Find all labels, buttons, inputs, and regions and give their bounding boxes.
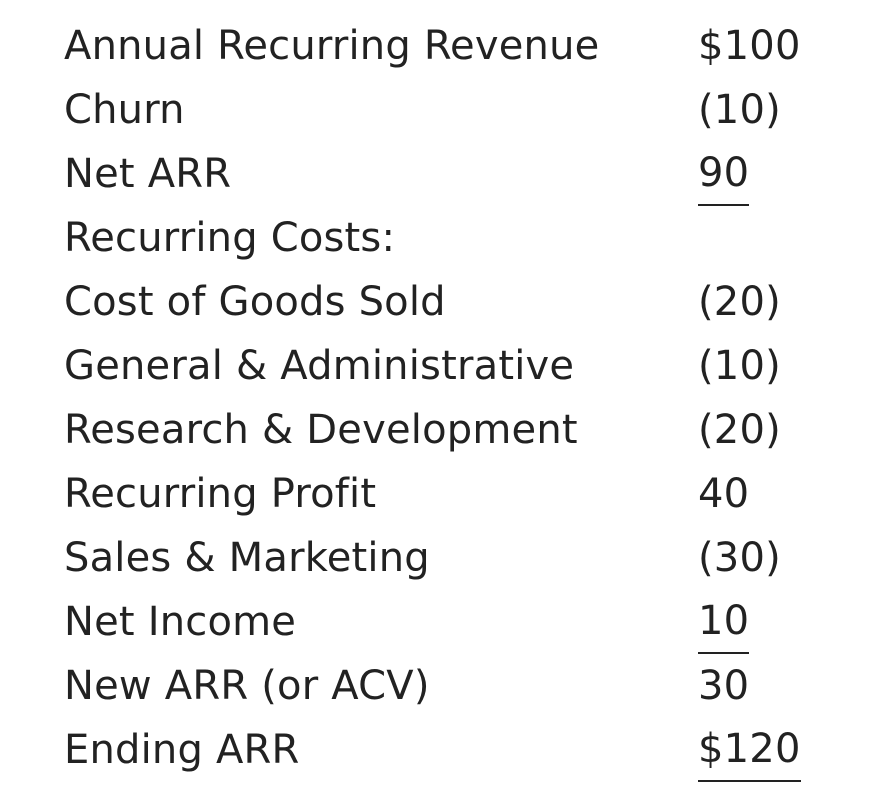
row-label: Churn [64,87,185,133]
row-cost-of-goods-sold: Cost of Goods Sold (20) [64,270,824,334]
row-label: General & Administrative [64,343,575,389]
row-new-arr: New ARR (or ACV) 30 [64,654,824,718]
row-value: 40 [698,471,750,517]
row-churn: Churn (10) [64,78,824,142]
row-label: Ending ARR [64,727,300,773]
row-value: (20) [698,279,781,325]
row-value: 30 [698,663,750,709]
row-annual-recurring-revenue: Annual Recurring Revenue $100 [64,14,824,78]
row-value: (20) [698,407,781,453]
row-ending-arr: Ending ARR $120 [64,718,824,782]
row-label: Annual Recurring Revenue [64,23,600,69]
row-label: Sales & Marketing [64,535,430,581]
row-label: Cost of Goods Sold [64,279,446,325]
row-net-arr: Net ARR 90 [64,142,824,206]
row-label: Net ARR [64,151,232,197]
row-label: New ARR (or ACV) [64,663,430,709]
row-research-development: Research & Development (20) [64,398,824,462]
row-general-administrative: General & Administrative (10) [64,334,824,398]
row-value: (10) [698,343,781,389]
row-recurring-profit: Recurring Profit 40 [64,462,824,526]
row-value: 90 [698,142,750,206]
row-label: Net Income [64,599,297,645]
row-value: $120 [698,718,801,782]
section-heading: Recurring Costs: [64,215,396,261]
row-value: 10 [698,590,750,654]
financial-summary-table: Annual Recurring Revenue $100 Churn (10)… [64,14,824,782]
row-sales-marketing: Sales & Marketing (30) [64,526,824,590]
row-value: $100 [698,23,801,69]
row-label: Recurring Profit [64,471,377,517]
row-value: (30) [698,535,781,581]
row-label: Research & Development [64,407,578,453]
row-recurring-costs-heading: Recurring Costs: [64,206,824,270]
row-net-income: Net Income 10 [64,590,824,654]
row-value: (10) [698,87,781,133]
